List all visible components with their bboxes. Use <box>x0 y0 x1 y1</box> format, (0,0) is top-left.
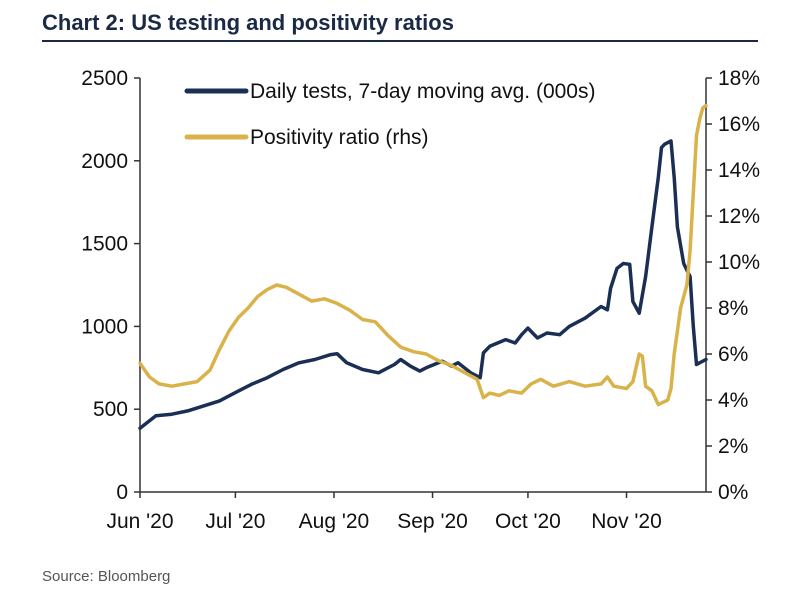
chart-title: Chart 2: US testing and positivity ratio… <box>42 10 454 35</box>
x-tick-label: Jun '20 <box>106 510 173 533</box>
left-tick-label: 2000 <box>81 150 128 173</box>
right-tick-label: 4% <box>718 389 748 412</box>
left-tick-label: 2500 <box>81 67 128 90</box>
source-note: Source: Bloomberg <box>42 568 171 585</box>
series-line-daily-tests <box>138 139 708 430</box>
legend-label: Positivity ratio (rhs) <box>250 126 429 149</box>
left-tick-label: 1500 <box>81 233 128 256</box>
right-tick-label: 18% <box>718 67 760 90</box>
right-tick-label: 14% <box>718 159 760 182</box>
right-tick-label: 2% <box>718 435 748 458</box>
legend: Daily tests, 7-day moving avg. (000s) Pos… <box>184 80 595 149</box>
title-rule <box>42 40 758 42</box>
x-tick-label: Aug '20 <box>299 510 370 533</box>
x-tick-label: Oct '20 <box>495 510 561 533</box>
left-tick-label: 1000 <box>81 315 128 338</box>
x-tick-label: Nov '20 <box>591 510 662 533</box>
right-tick-label: 16% <box>718 113 760 136</box>
x-tick-label: Sep '20 <box>397 510 468 533</box>
series-layer <box>138 103 708 430</box>
right-tick-label: 10% <box>718 251 760 274</box>
axes: 0 500 1000 1500 2000 2500 0% 2% 4% 6% 8% 10% 12% 14% 1… <box>81 67 760 533</box>
right-tick-label: 0% <box>718 481 748 504</box>
left-tick-label: 0 <box>116 481 128 504</box>
right-tick-label: 6% <box>718 343 748 366</box>
left-tick-label: 500 <box>93 398 128 421</box>
right-tick-label: 12% <box>718 205 760 228</box>
x-tick-label: Jul '20 <box>205 510 265 533</box>
series-line-positivity-ratio <box>138 103 708 407</box>
legend-label: Daily tests, 7-day moving avg. (000s) <box>250 80 595 103</box>
right-tick-label: 8% <box>718 297 748 320</box>
